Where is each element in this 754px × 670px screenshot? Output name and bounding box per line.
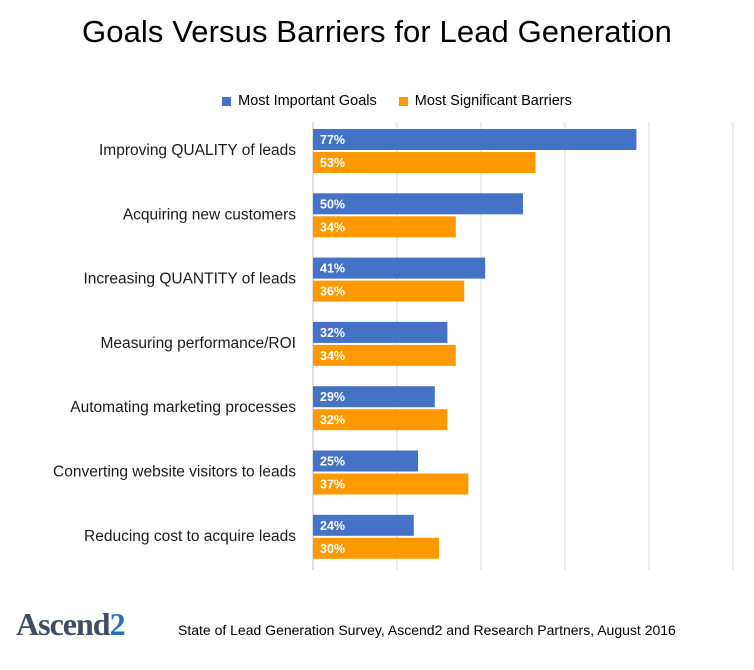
legend-swatch-goals	[222, 96, 232, 106]
goal-bar	[313, 193, 523, 215]
goal-bar	[313, 129, 637, 150]
barrier-bar	[313, 280, 465, 302]
category-labels: Improving QUALITY of leads Acquiring new …	[53, 142, 296, 545]
goal-bar	[313, 321, 448, 343]
barrier-bar-label: 34%	[320, 220, 345, 234]
legend-entry-goals: Most Important Goals	[222, 93, 377, 109]
barrier-bar	[313, 409, 448, 431]
logo-text: Ascend	[16, 606, 111, 642]
category-label: Acquiring new customers	[123, 206, 296, 223]
goal-bar-label: 32%	[320, 326, 345, 340]
category-label: Reducing cost to acquire leads	[84, 528, 296, 545]
legend-label-goals: Most Important Goals	[238, 93, 377, 109]
source-note: State of Lead Generation Survey, Ascend2…	[178, 622, 676, 638]
goal-bar-label: 41%	[320, 262, 345, 276]
barrier-bar	[313, 473, 469, 495]
goal-bar-label: 29%	[320, 390, 345, 404]
barrier-bar-label: 32%	[320, 413, 345, 427]
category-label: Improving QUALITY of leads	[99, 142, 296, 159]
goal-bar-label: 50%	[320, 197, 345, 211]
barrier-bar-label: 53%	[320, 156, 345, 170]
barrier-bar	[313, 216, 456, 238]
barrier-bar	[313, 537, 439, 559]
category-label: Automating marketing processes	[70, 399, 296, 416]
chart-legend: Most Important Goals Most Significant Ba…	[0, 90, 754, 112]
goal-bar-label: 25%	[320, 455, 345, 469]
ascend2-logo: Ascend2	[16, 606, 126, 643]
legend-swatch-barriers	[398, 96, 408, 106]
barrier-bar-label: 37%	[320, 478, 345, 492]
chart-title: Goals Versus Barriers for Lead Generatio…	[82, 14, 672, 49]
goal-bar-label: 24%	[320, 519, 345, 533]
barrier-bar	[313, 152, 536, 173]
category-label: Increasing QUANTITY of leads	[84, 271, 297, 288]
legend-label-barriers: Most Significant Barriers	[414, 93, 572, 109]
category-label: Measuring performance/ROI	[100, 335, 296, 352]
barrier-bar-label: 30%	[320, 542, 345, 556]
bar-chart: 77% 53% 50% 34% 41% 36% 32% 34% 29% 32% 25% 37% 24% 3…	[53, 122, 734, 570]
logo-number: 2	[109, 606, 126, 642]
goal-bar	[313, 514, 414, 536]
barrier-bar-label: 36%	[320, 285, 345, 299]
goal-bar	[313, 450, 418, 472]
goal-bar	[313, 257, 486, 279]
legend-entry-barriers: Most Significant Barriers	[398, 93, 572, 109]
category-label: Converting website visitors to leads	[53, 464, 296, 481]
bars: 77% 53% 50% 34% 41% 36% 32% 34% 29% 32% 25% 37% 24% 3…	[313, 129, 637, 559]
barrier-bar	[313, 344, 456, 366]
goal-bar	[313, 386, 435, 408]
barrier-bar-label: 34%	[320, 349, 345, 363]
goal-bar-label: 77%	[320, 133, 345, 147]
